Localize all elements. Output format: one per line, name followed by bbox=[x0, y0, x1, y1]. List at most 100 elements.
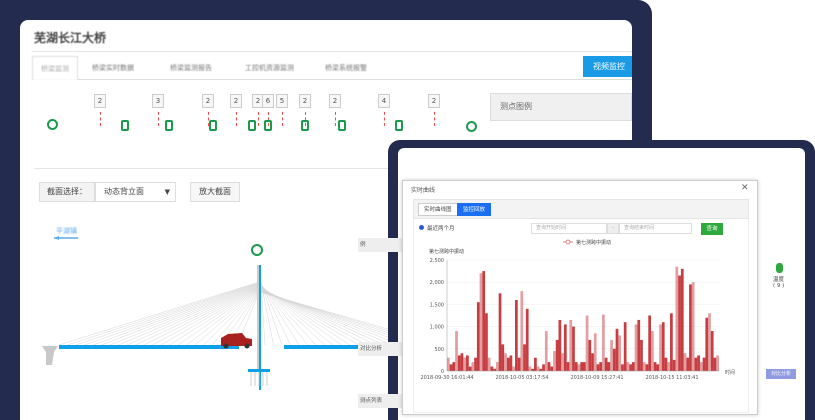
direction-arrow-head bbox=[54, 236, 59, 240]
caret-down-icon: ▼ bbox=[164, 188, 170, 196]
data-bar bbox=[493, 368, 496, 371]
cable bbox=[58, 281, 260, 346]
data-bar bbox=[569, 319, 573, 371]
start-time-input[interactable]: 查询开始时间 bbox=[531, 223, 607, 234]
cable bbox=[101, 284, 260, 346]
data-bar bbox=[667, 362, 671, 371]
disabled-sensor-icon[interactable] bbox=[466, 121, 477, 132]
data-bar bbox=[588, 339, 592, 371]
sensor-icon[interactable] bbox=[264, 120, 272, 131]
data-bar bbox=[498, 293, 502, 371]
section-select[interactable]: 动态背立面 ▼ bbox=[95, 182, 176, 202]
sensor-count-badge[interactable]: 2 bbox=[230, 94, 242, 108]
sensor-icon[interactable] bbox=[301, 120, 309, 131]
realtime-curve-modal: 实时曲线 ✕ 实时曲线图 监控回放 最近两个月 查询开始时间 - 查询结束时间 … bbox=[402, 180, 758, 415]
data-bar bbox=[580, 362, 583, 371]
sensor-icon[interactable] bbox=[165, 120, 173, 131]
data-bar bbox=[479, 273, 483, 371]
legend-label: 第七测跨中振动 bbox=[576, 239, 611, 246]
sensor-count-badge[interactable]: 6 bbox=[262, 94, 274, 108]
sensor-count-badge[interactable]: 2 bbox=[329, 94, 341, 108]
sensor-marker-line bbox=[384, 112, 385, 126]
data-bar bbox=[523, 344, 526, 371]
modal-body: 最近两个月 查询开始时间 - 查询结束时间 查询 bbox=[413, 219, 749, 413]
cable bbox=[143, 286, 260, 346]
data-bar bbox=[672, 359, 676, 371]
x-tick-label: 2018-10-09 15:27:41 bbox=[570, 375, 623, 381]
anchor-sensor-icon[interactable] bbox=[47, 119, 58, 130]
sensor-icon[interactable] bbox=[395, 120, 403, 131]
sensor-count-badge[interactable]: 2 bbox=[94, 94, 106, 108]
data-bar bbox=[648, 315, 651, 371]
data-bar bbox=[651, 331, 654, 371]
legend-marker bbox=[565, 239, 571, 245]
data-bar bbox=[487, 357, 491, 371]
cable bbox=[160, 287, 260, 346]
zoom-section-button[interactable]: 放大截面 bbox=[190, 182, 240, 202]
sensor-count-badge[interactable]: 3 bbox=[152, 94, 164, 108]
data-bar bbox=[528, 366, 532, 371]
page-title: 芜湖长江大桥 bbox=[34, 31, 107, 45]
query-button[interactable]: 查询 bbox=[701, 223, 723, 235]
tab-system-alarm[interactable]: 桥梁系统报警 bbox=[325, 64, 367, 72]
modal-tab-bar: 实时曲线图 监控回放 bbox=[413, 199, 749, 219]
data-bar bbox=[471, 362, 475, 371]
sensor-icon[interactable] bbox=[248, 120, 256, 131]
data-bar bbox=[602, 314, 605, 371]
compare-button[interactable]: 对比分析 bbox=[766, 369, 796, 379]
data-bar bbox=[447, 357, 450, 371]
cable bbox=[109, 284, 260, 346]
cable bbox=[186, 289, 260, 346]
data-bar bbox=[708, 313, 711, 371]
data-bar bbox=[506, 357, 510, 371]
tab-resource-monitoring[interactable]: 工控机资源监测 bbox=[245, 64, 294, 72]
data-bar bbox=[561, 353, 564, 371]
data-bar bbox=[460, 353, 464, 371]
data-bar bbox=[664, 357, 668, 371]
radio-recent-two-months[interactable] bbox=[419, 225, 424, 230]
sensor-marker-line bbox=[208, 112, 209, 126]
sensor-icon[interactable] bbox=[338, 120, 346, 131]
end-time-input[interactable]: 查询结束时间 bbox=[619, 223, 692, 234]
cable bbox=[177, 288, 260, 346]
sensor-count-badge[interactable]: 5 bbox=[276, 94, 288, 108]
sensor-count-badge[interactable]: 4 bbox=[378, 94, 390, 108]
cable bbox=[135, 286, 260, 346]
tab-playback[interactable]: 监控回放 bbox=[457, 203, 492, 216]
sensor-count-badge[interactable]: 2 bbox=[202, 94, 214, 108]
tab-bridge-monitoring[interactable]: 桥梁监测 bbox=[32, 56, 78, 80]
data-bar bbox=[452, 362, 456, 371]
cable bbox=[152, 287, 260, 346]
data-bar bbox=[577, 364, 581, 371]
deck-right bbox=[284, 345, 404, 349]
data-bar bbox=[536, 366, 540, 371]
sensor-count-badge[interactable]: 2 bbox=[299, 94, 311, 108]
data-bar bbox=[604, 357, 608, 371]
data-bar bbox=[555, 339, 559, 371]
data-bar bbox=[656, 364, 660, 371]
x-tick-label: 2018-10-15 11:03:41 bbox=[645, 375, 698, 381]
sensor-icon[interactable] bbox=[209, 120, 217, 131]
data-bar bbox=[607, 362, 611, 371]
data-bar bbox=[697, 355, 700, 371]
close-icon[interactable]: ✕ bbox=[741, 183, 749, 193]
pier-cap bbox=[248, 369, 270, 372]
sensor-marker-line bbox=[158, 112, 159, 126]
cable bbox=[194, 289, 260, 346]
data-bar bbox=[591, 353, 594, 371]
data-bar bbox=[544, 331, 548, 371]
x-tick-label: 2018-09-30 16:01:44 bbox=[420, 375, 473, 381]
data-bar bbox=[476, 302, 480, 371]
cable bbox=[211, 290, 260, 346]
sensor-count-badge[interactable]: 2 bbox=[428, 94, 440, 108]
video-monitor-button[interactable]: 视频监控 bbox=[583, 56, 632, 77]
cable bbox=[75, 282, 260, 346]
temperature-label: 温度 bbox=[773, 277, 785, 283]
data-bar bbox=[463, 357, 467, 371]
data-bar bbox=[621, 364, 624, 371]
tab-monitoring-report[interactable]: 桥梁监测报告 bbox=[170, 64, 212, 72]
data-bar bbox=[457, 355, 461, 371]
abutment bbox=[42, 346, 58, 365]
tab-realtime-data[interactable]: 桥梁实时数据 bbox=[92, 64, 134, 72]
sensor-icon[interactable] bbox=[121, 120, 129, 131]
